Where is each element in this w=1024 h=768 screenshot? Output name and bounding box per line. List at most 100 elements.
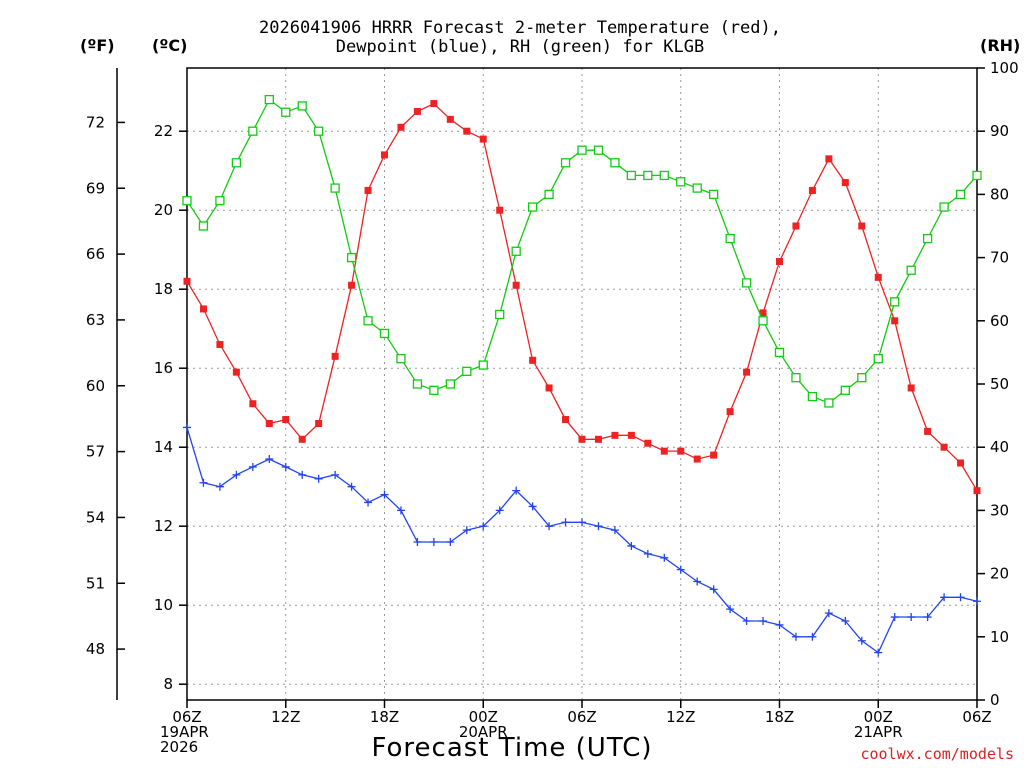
- dewpoint-point: [331, 470, 340, 479]
- celsius-tick-label: 10: [154, 596, 173, 614]
- rh-point: [626, 170, 637, 181]
- temperature-point: [924, 427, 932, 435]
- x-date-label: 20APR: [459, 723, 508, 741]
- rh-point: [560, 158, 571, 168]
- temperature-point: [216, 341, 224, 348]
- rh-point: [396, 354, 406, 364]
- rh-point: [330, 183, 340, 193]
- fahrenheit-tick-label: 48: [86, 640, 105, 658]
- rh-point: [445, 379, 455, 389]
- rh-tick-label: 0: [990, 691, 1000, 709]
- dewpoint-point: [429, 538, 438, 546]
- temperature-point: [891, 317, 899, 325]
- rh-point: [972, 170, 982, 181]
- dewpoint-point: [693, 577, 702, 586]
- celsius-tick-label: 22: [154, 122, 173, 140]
- dewpoint-point: [545, 522, 554, 531]
- chart-title-line2: Dewpoint (blue), RH (green) for KLGB: [335, 37, 705, 57]
- dewpoint-point: [841, 617, 850, 625]
- x-tick-label: 00Z: [469, 708, 498, 726]
- temperature-point: [907, 384, 915, 392]
- plot-frame: [186, 67, 978, 701]
- dewpoint-point: [215, 482, 224, 491]
- temperature-point: [232, 368, 240, 376]
- dewpoint-point: [265, 455, 274, 464]
- rh-point: [215, 196, 225, 206]
- dewpoint-point: [874, 648, 883, 657]
- dewpoint-point: [759, 617, 768, 625]
- temperature-point: [298, 435, 306, 443]
- fahrenheit-tick-label: 69: [86, 179, 105, 197]
- dewpoint-point: [973, 597, 981, 606]
- dewpoint-point: [199, 478, 208, 487]
- rh-point: [890, 297, 900, 307]
- temperature-point: [726, 408, 734, 416]
- rh-tick-label: 50: [990, 375, 1009, 393]
- temperature-point: [496, 206, 504, 214]
- rh-point: [922, 233, 933, 244]
- rh-point: [495, 309, 505, 320]
- x-date-label: 2026: [160, 738, 198, 756]
- rh-point: [791, 373, 801, 383]
- series-line: [186, 427, 978, 654]
- dewpoint-point: [232, 470, 241, 479]
- temperature-point: [265, 420, 273, 427]
- rh-tick-label: 90: [990, 122, 1009, 140]
- chart-title-line1: 2026041906 HRRR Forecast 2-meter Tempera…: [259, 18, 781, 38]
- x-tick-label: 06Z: [962, 708, 991, 726]
- temperature-point: [677, 447, 685, 455]
- celsius-tick-label: 16: [154, 359, 173, 377]
- dewpoint-point: [248, 462, 257, 471]
- rh-tick-label: 100: [990, 59, 1019, 77]
- x-tick-label: 18Z: [370, 708, 399, 726]
- credit-text: coolwx.com/models: [860, 745, 1014, 763]
- rh-point: [593, 145, 604, 155]
- temperature-point: [874, 273, 882, 281]
- rh-tick-label: 30: [990, 501, 1009, 519]
- dewpoint-point: [808, 632, 817, 641]
- temperature-point: [644, 439, 652, 447]
- dewpoint-point: [857, 636, 866, 645]
- temperature-point: [693, 455, 701, 463]
- temperature-point: [792, 222, 800, 230]
- dewpoint-point: [413, 538, 422, 546]
- temperature-point: [479, 135, 487, 143]
- dewpoint-point: [314, 474, 323, 483]
- celsius-axis-unit: (ºC): [152, 36, 188, 55]
- x-date-label: 19APR: [160, 723, 209, 741]
- rh-tick-label: 40: [990, 438, 1009, 456]
- x-tick-label: 12Z: [666, 708, 695, 726]
- dewpoint-point: [479, 522, 488, 531]
- x-axis-title: Forecast Time (UTC): [371, 733, 653, 763]
- rh-point: [511, 246, 521, 256]
- dewpoint-point: [775, 620, 784, 629]
- dewpoint-point: [660, 553, 669, 562]
- rh-point: [544, 189, 554, 200]
- temperature-point: [249, 400, 257, 408]
- dewpoint-point: [578, 518, 586, 527]
- dewpoint-point: [183, 423, 191, 432]
- dewpoint-point: [594, 522, 603, 531]
- dewpoint-point: [364, 498, 373, 507]
- dewpoint-point: [791, 632, 800, 641]
- rh-tick-label: 10: [990, 628, 1009, 646]
- temperature-point: [364, 186, 372, 194]
- temperature-point: [512, 281, 520, 289]
- rh-point: [709, 189, 719, 200]
- temperature-point: [660, 447, 668, 455]
- dewpoint-point: [726, 605, 735, 614]
- rh-point: [297, 101, 307, 111]
- temperature-point: [710, 451, 718, 459]
- temperature-point: [957, 459, 965, 467]
- dewpoint-point: [676, 565, 685, 574]
- temperature-point: [776, 258, 783, 266]
- rh-point: [807, 391, 818, 402]
- temperature-point: [759, 309, 767, 317]
- temperature-point: [578, 435, 586, 443]
- rh-point: [577, 145, 587, 155]
- dewpoint-point: [561, 518, 570, 527]
- x-tick-label: 06Z: [567, 708, 596, 726]
- celsius-tick-label: 20: [154, 201, 173, 219]
- dewpoint-point: [528, 502, 537, 511]
- rh-point: [198, 221, 209, 231]
